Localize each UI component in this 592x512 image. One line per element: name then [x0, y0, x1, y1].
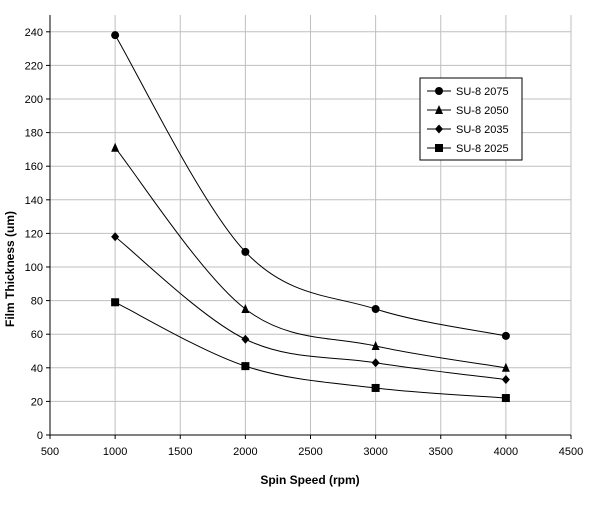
y-axis-title: Film Thickness (um): [3, 211, 17, 327]
data-point-su-8-2075: [241, 247, 250, 256]
data-point-su-8-2025: [241, 362, 250, 371]
y-tick-label: 20: [31, 396, 43, 408]
legend-marker-su-8-2050: [435, 105, 443, 114]
data-point-su-8-2075: [111, 31, 120, 40]
data-point-su-8-2035: [111, 232, 120, 242]
y-tick-label: 100: [25, 262, 43, 274]
data-point-su-8-2050: [241, 304, 250, 313]
data-point-su-8-2025: [371, 383, 380, 392]
data-point-su-8-2035: [371, 358, 380, 368]
series-su-8-2025: [111, 298, 510, 403]
data-point-su-8-2050: [371, 340, 380, 350]
series-line-su-8-2050: [114, 147, 506, 369]
y-tick-label: 180: [25, 128, 43, 140]
legend-items: SU-8 2075 SU-8 2050 SU-8 2035 SU-8 2025: [427, 86, 509, 155]
legend-label-su-8-2050: SU-8 2050: [456, 105, 509, 117]
data-point-su-8-2035: [241, 334, 250, 344]
y-tick-label: 40: [31, 363, 43, 375]
y-tick-label: 120: [25, 228, 43, 240]
x-axis-title: Spin Speed (rpm): [260, 473, 359, 487]
legend-label-su-8-2035: SU-8 2035: [456, 124, 509, 136]
x-tick-label: 4000: [494, 446, 518, 458]
x-tick-label: 3500: [429, 446, 453, 458]
data-point-su-8-2050: [111, 142, 120, 152]
legend: SU-8 2075 SU-8 2050 SU-8 2035 SU-8 2025: [419, 77, 523, 161]
series-su-8-2050: [111, 142, 510, 372]
legend-marker-su-8-2025: [435, 144, 443, 152]
y-tick-label: 60: [31, 329, 43, 341]
x-tick-label: 2000: [233, 446, 257, 458]
series-su-8-2075: [111, 31, 510, 340]
y-tick-label: 220: [25, 60, 43, 72]
series-layer: [111, 31, 510, 403]
series-su-8-2035: [111, 232, 510, 385]
data-point-su-8-2075: [371, 305, 380, 313]
data-point-su-8-2035: [501, 375, 510, 385]
data-point-su-8-2075: [501, 331, 510, 340]
x-tick-label: 1000: [103, 446, 127, 458]
x-tick-label: 1500: [168, 446, 192, 458]
series-line-su-8-2075: [114, 34, 506, 337]
data-point-su-8-2025: [501, 394, 510, 403]
legend-label-su-8-2025: SU-8 2025: [456, 143, 509, 155]
legend-marker-su-8-2035: [435, 124, 443, 134]
data-point-su-8-2050: [501, 362, 510, 372]
series-line-su-8-2025: [114, 301, 506, 399]
y-tick-label: 240: [25, 27, 43, 39]
ticks-layer: 500 1000 1500 2000 2500 3000 3500 4000 4500 0 20 40…: [25, 27, 584, 458]
y-tick-label: 200: [25, 94, 43, 106]
series-line-su-8-2035: [114, 236, 506, 381]
legend-label-su-8-2075: SU-8 2075: [456, 86, 509, 98]
x-tick-label: 500: [41, 446, 59, 458]
data-point-su-8-2025: [111, 298, 120, 307]
y-tick-label: 80: [31, 296, 43, 308]
x-tick-label: 3000: [363, 446, 387, 458]
legend-marker-su-8-2075: [435, 87, 443, 95]
x-tick-label: 4500: [559, 446, 583, 458]
y-tick-label: 160: [25, 161, 43, 173]
x-tick-label: 2500: [298, 446, 322, 458]
y-tick-label: 0: [37, 430, 43, 442]
y-tick-label: 140: [25, 195, 43, 207]
